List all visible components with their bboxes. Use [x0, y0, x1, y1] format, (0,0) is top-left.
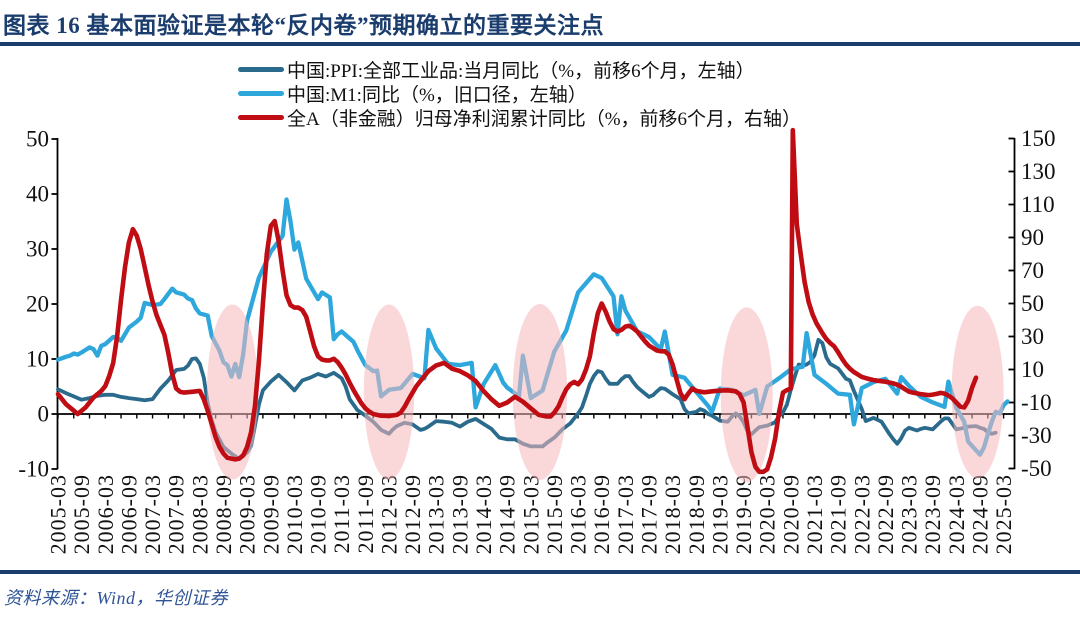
svg-text:-10: -10: [1021, 390, 1052, 415]
svg-text:2010-03: 2010-03: [282, 474, 307, 554]
svg-text:50: 50: [26, 127, 49, 152]
svg-text:2019-03: 2019-03: [707, 474, 732, 554]
svg-text:2020-03: 2020-03: [755, 474, 780, 554]
svg-text:2015-09: 2015-09: [542, 474, 567, 554]
svg-text:20: 20: [26, 292, 49, 317]
svg-text:2008-09: 2008-09: [211, 474, 236, 554]
svg-text:2013-09: 2013-09: [447, 474, 472, 554]
m1-line-swatch: [238, 90, 284, 96]
profit-line-swatch: [238, 114, 284, 120]
svg-text:10: 10: [1021, 357, 1044, 382]
m1-legend-label: 中国:M1:同比（%，旧口径，左轴）: [287, 84, 587, 106]
svg-text:2021-03: 2021-03: [802, 474, 827, 554]
svg-text:2007-09: 2007-09: [164, 474, 189, 554]
legend-row-profit: 全A（非金融）归母净利润累计同比（%，前移6个月，右轴）: [238, 105, 802, 130]
svg-text:2022-03: 2022-03: [849, 474, 874, 554]
svg-text:2018-09: 2018-09: [684, 474, 709, 554]
svg-text:2006-03: 2006-03: [93, 474, 118, 554]
svg-text:110: 110: [1021, 192, 1055, 217]
svg-text:30: 30: [26, 237, 49, 262]
svg-text:-10: -10: [18, 457, 49, 482]
svg-text:-50: -50: [1021, 456, 1052, 481]
legend-row-m1: 中国:M1:同比（%，旧口径，左轴）: [238, 81, 801, 106]
svg-text:2021-09: 2021-09: [826, 474, 851, 554]
ppi-line-swatch: [238, 66, 284, 72]
svg-text:2015-03: 2015-03: [518, 474, 543, 554]
svg-text:40: 40: [26, 182, 49, 207]
svg-text:2010-09: 2010-09: [306, 474, 331, 554]
svg-text:2009-09: 2009-09: [258, 474, 283, 554]
svg-text:2014-03: 2014-03: [471, 474, 496, 554]
svg-text:2024-09: 2024-09: [967, 474, 992, 554]
svg-text:2005-03: 2005-03: [46, 474, 71, 554]
svg-text:2007-03: 2007-03: [140, 474, 165, 554]
chart-legend: 中国:PPI:全部工业品:当月同比（%，前移6个月，左轴） 中国:M1:同比（%…: [238, 57, 802, 130]
figure-title: 图表 16 基本面验证是本轮“反内卷”预期确立的重要关注点: [3, 13, 604, 38]
svg-text:2012-09: 2012-09: [400, 474, 425, 554]
svg-text:2016-03: 2016-03: [566, 474, 591, 554]
legend-row-ppi: 中国:PPI:全部工业品:当月同比（%，前移6个月，左轴）: [238, 57, 801, 82]
svg-text:2009-03: 2009-03: [235, 474, 260, 554]
svg-text:130: 130: [1021, 159, 1056, 184]
svg-text:2020-09: 2020-09: [778, 474, 803, 554]
profit-legend-label: 全A（非金融）归母净利润累计同比（%，前移6个月，右轴）: [287, 108, 802, 130]
svg-text:2025-03: 2025-03: [991, 474, 1016, 554]
svg-text:10: 10: [26, 347, 49, 372]
svg-text:50: 50: [1021, 291, 1044, 316]
svg-text:2017-03: 2017-03: [613, 474, 638, 554]
svg-text:2023-03: 2023-03: [897, 474, 922, 554]
svg-text:2013-03: 2013-03: [424, 474, 449, 554]
title-underline-rule: [0, 42, 1080, 46]
bottom-rule: [0, 570, 1080, 574]
svg-text:90: 90: [1021, 225, 1044, 250]
svg-text:2019-09: 2019-09: [731, 474, 756, 554]
svg-text:2018-03: 2018-03: [660, 474, 685, 554]
source-note: 资料来源：Wind，华创证券: [4, 588, 229, 608]
ppi-legend-label: 中国:PPI:全部工业品:当月同比（%，前移6个月，左轴）: [287, 60, 755, 82]
svg-text:150: 150: [1021, 126, 1056, 151]
svg-text:2012-03: 2012-03: [376, 474, 401, 554]
svg-text:0: 0: [38, 402, 50, 427]
svg-text:2023-09: 2023-09: [920, 474, 945, 554]
svg-text:2024-03: 2024-03: [944, 474, 969, 554]
svg-text:2022-09: 2022-09: [873, 474, 898, 554]
svg-text:2005-09: 2005-09: [69, 474, 94, 554]
svg-text:2011-03: 2011-03: [329, 474, 354, 554]
svg-text:2016-09: 2016-09: [589, 474, 614, 554]
svg-text:2008-03: 2008-03: [187, 474, 212, 554]
svg-text:2014-09: 2014-09: [495, 474, 520, 554]
svg-text:70: 70: [1021, 258, 1044, 283]
svg-text:-30: -30: [1021, 423, 1052, 448]
svg-text:2011-09: 2011-09: [353, 474, 378, 554]
svg-text:30: 30: [1021, 324, 1044, 349]
svg-text:2006-09: 2006-09: [116, 474, 141, 554]
svg-text:2017-09: 2017-09: [637, 474, 662, 554]
